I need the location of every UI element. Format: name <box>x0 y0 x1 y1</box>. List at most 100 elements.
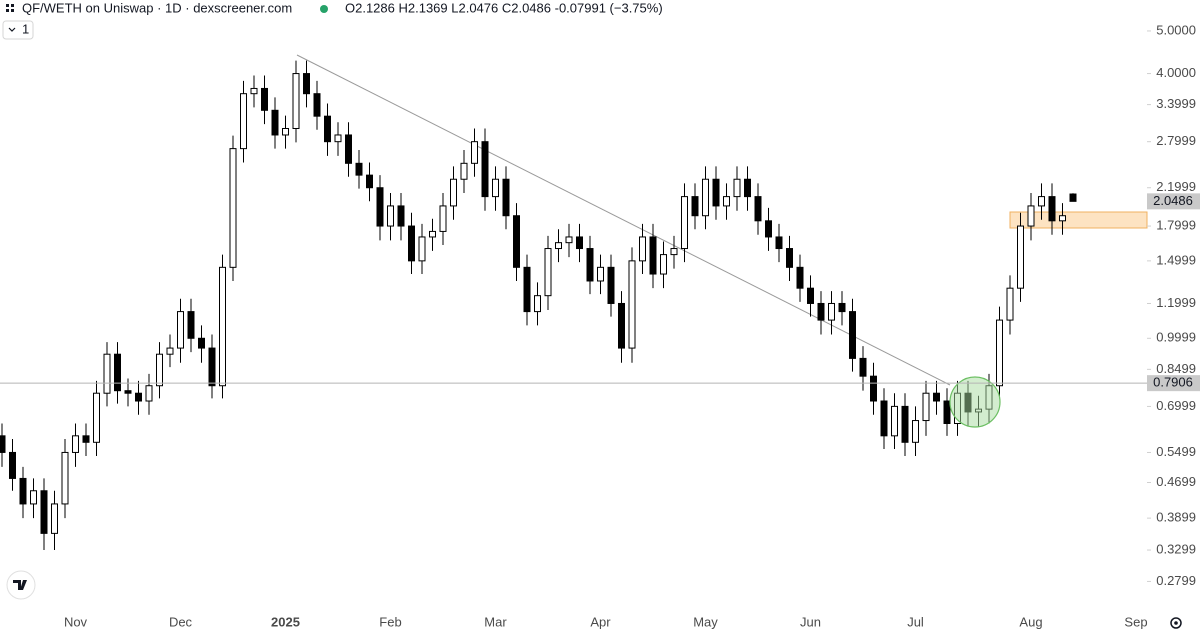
candle-body <box>691 196 699 217</box>
x-tick-label: May <box>693 614 718 629</box>
icon-dot <box>11 9 14 12</box>
candle-body <box>282 128 289 136</box>
candle-body <box>324 115 331 143</box>
last-price-label-box <box>1147 193 1200 210</box>
candle-body <box>628 260 636 349</box>
candle-body <box>9 451 16 479</box>
candle-body <box>30 490 37 505</box>
candle-body <box>397 205 405 227</box>
candle-body <box>555 242 562 250</box>
y-tick-label: 0.3299 <box>1156 541 1196 556</box>
x-tick-label: Dec <box>169 614 193 629</box>
candle-body <box>135 392 142 402</box>
candle-body <box>408 225 415 262</box>
logo-shape <box>13 580 27 590</box>
candle-body <box>124 390 132 394</box>
candle-body <box>1069 193 1077 202</box>
candle-body <box>82 435 90 443</box>
y-tick-label: 2.1999 <box>1156 179 1196 194</box>
candle-body <box>460 162 468 180</box>
y-tick-label: 0.5499 <box>1156 444 1196 459</box>
ohlc-legend: O2.1286 H2.1369 L2.0476 C2.0486 -0.07991… <box>345 0 663 15</box>
candle-body <box>240 93 247 150</box>
candle-body <box>607 266 615 304</box>
icon-dot <box>11 4 14 7</box>
candle-body <box>933 392 940 402</box>
x-tick-label: Jul <box>907 614 924 629</box>
support-zone <box>1009 211 1148 229</box>
candle-body <box>817 302 825 321</box>
candle-body <box>891 405 898 437</box>
candle-body <box>114 353 121 392</box>
candle-body <box>712 178 720 207</box>
candle-body <box>870 375 877 402</box>
y-tick-label: 1.1999 <box>1156 295 1196 310</box>
candle-body <box>418 236 426 262</box>
y-tick-label: 0.3899 <box>1156 510 1196 525</box>
candle-body <box>345 134 352 164</box>
chevron <box>8 27 16 32</box>
gear-center <box>1174 621 1178 625</box>
candle-body <box>93 392 100 443</box>
candle-body <box>1017 225 1024 289</box>
candle-body <box>492 178 499 198</box>
x-tick-label: Nov <box>64 614 88 629</box>
candle-body <box>366 174 373 189</box>
candle-body <box>639 236 646 262</box>
candle-body <box>838 302 846 313</box>
y-tick-label: 0.9999 <box>1156 330 1196 345</box>
x-tick-label: Aug <box>1019 614 1042 629</box>
candle-body <box>775 236 783 250</box>
candle-body <box>534 295 541 313</box>
candle-body <box>250 87 258 95</box>
candle-body <box>565 236 573 244</box>
candle-body <box>943 400 951 425</box>
y-tick-label: 0.8499 <box>1156 361 1196 376</box>
x-tick-label: 2025 <box>271 614 300 629</box>
candle-body <box>912 420 919 443</box>
candle-body <box>765 220 772 238</box>
menu-icon[interactable] <box>6 4 14 12</box>
y-tick-label: 1.4999 <box>1156 252 1196 267</box>
candle-body <box>145 385 153 402</box>
gear <box>1170 617 1182 629</box>
last-price-label: 2.0486 <box>1153 193 1193 208</box>
icon-dot <box>6 4 9 7</box>
y-tick-label: 0.2799 <box>1156 573 1196 588</box>
candle-body <box>40 490 48 534</box>
candle-body <box>198 337 205 349</box>
candle-body <box>177 311 184 349</box>
candle-body <box>19 477 27 505</box>
candle-body <box>859 357 867 377</box>
candle-body <box>292 73 300 130</box>
candle-body <box>849 311 856 359</box>
candle-body <box>828 302 835 321</box>
interval-label: 1 <box>22 21 29 36</box>
status-dot <box>320 5 328 13</box>
candle-body <box>807 287 814 304</box>
settings-icon[interactable] <box>1170 617 1182 629</box>
candle-body <box>261 87 268 111</box>
trend-line <box>296 54 951 386</box>
candle-body <box>51 503 58 534</box>
candle-body <box>103 353 111 394</box>
x-tick-label: Mar <box>484 614 507 629</box>
y-tick-label: 1.7999 <box>1156 217 1196 232</box>
interval-selector[interactable]: 1 <box>2 20 34 40</box>
candle-body <box>156 353 163 387</box>
candle-body <box>670 248 678 256</box>
candle-body <box>996 319 1003 387</box>
candle-body <box>723 196 730 207</box>
candle-body <box>208 347 216 387</box>
price-line-label-box <box>1147 375 1200 392</box>
candle-body <box>576 236 583 250</box>
candle-body <box>481 141 489 198</box>
candle-body <box>733 178 741 198</box>
candle-body <box>61 451 69 505</box>
candle-body <box>618 302 625 349</box>
candle-body <box>597 266 604 282</box>
candle-body <box>681 196 688 250</box>
x-tick-label: Feb <box>379 614 401 629</box>
candle-body <box>523 266 531 313</box>
